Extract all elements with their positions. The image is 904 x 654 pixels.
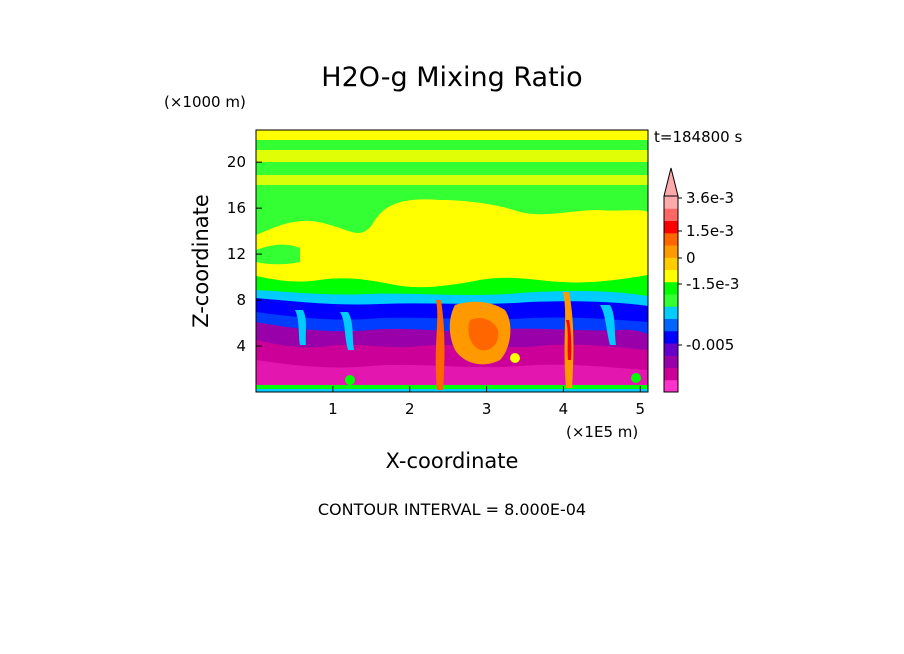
- colorbar-label: 3.6e-3: [686, 189, 734, 207]
- time-label: t=184800 s: [654, 128, 742, 146]
- colorbar-label: -1.5e-3: [686, 275, 739, 293]
- colorbar-swatch: [664, 196, 678, 209]
- plume-left: [435, 300, 445, 390]
- colorbar-swatch: [664, 355, 678, 368]
- colorbar-swatch: [664, 330, 678, 344]
- top-yellow-strip: [256, 130, 648, 140]
- cyan-wisp: [295, 310, 306, 345]
- y-tick-label: 20: [227, 153, 246, 171]
- surface-cyan-strip: [256, 389, 648, 392]
- yellow-cloud-layer: [256, 199, 648, 288]
- colorbar-swatch: [664, 257, 678, 270]
- surface-spot: [631, 373, 641, 383]
- plume-right-core: [566, 320, 572, 360]
- x-tick-label: 4: [559, 400, 569, 418]
- surface-spot: [345, 375, 355, 385]
- y-unit-label: (×1000 m): [164, 93, 246, 111]
- colorbar: 3.6e-3 1.5e-3 0 -1.5e-3 -0.005: [663, 167, 739, 393]
- y-tick-label: 4: [236, 337, 246, 355]
- colorbar-swatch: [664, 294, 678, 307]
- green-pocket: [256, 244, 300, 265]
- mid-yellow-strip: [256, 175, 648, 185]
- y-axis-label: Z-coordinate: [189, 194, 213, 328]
- y-tick-label: 12: [227, 245, 246, 263]
- contour-interval-note: CONTOUR INTERVAL = 8.000E-04: [318, 500, 586, 519]
- colorbar-swatch: [664, 220, 678, 234]
- x-axis-ticks: 1 2 3 4 5: [328, 386, 645, 418]
- y-axis-ticks: 4 8 12 16 20: [227, 153, 262, 355]
- colorbar-swatch: [664, 343, 678, 356]
- colorbar-label: -0.005: [686, 336, 734, 354]
- surface-spot: [510, 353, 520, 363]
- colorbar-swatch: [664, 306, 678, 319]
- x-tick-label: 3: [482, 400, 492, 418]
- colorbar-frame: [663, 195, 679, 393]
- plume-center-core: [468, 318, 499, 351]
- colorbar-swatch: [664, 245, 678, 258]
- colorbar-label: 1.5e-3: [686, 222, 734, 240]
- x-tick-label: 5: [636, 400, 646, 418]
- cyan-wisp: [340, 312, 354, 350]
- x-axis-label: X-coordinate: [386, 449, 519, 473]
- upper-yellow-strip: [256, 150, 648, 162]
- y-tick-label: 8: [236, 291, 246, 309]
- chart-title: H2O-g Mixing Ratio: [321, 62, 582, 93]
- colorbar-swatch: [664, 367, 678, 381]
- colorbar-arrow: [663, 167, 679, 197]
- pink-surface-layer: [256, 360, 648, 392]
- colorbar-swatch: [664, 232, 678, 246]
- colorbar-swatch: [664, 208, 678, 221]
- colorbar-swatch: [664, 318, 678, 332]
- colorbar-swatch: [664, 379, 678, 393]
- y-tick-label: 16: [227, 199, 246, 217]
- surface-green-strip: [256, 385, 648, 389]
- x-tick-label: 2: [405, 400, 415, 418]
- plot-frame: [255, 129, 649, 393]
- colorbar-label: 0: [686, 249, 696, 267]
- x-unit-label: (×1E5 m): [566, 423, 638, 441]
- heatmap-field: [256, 130, 648, 392]
- cyan-wisp: [600, 305, 616, 345]
- x-tick-label: 1: [328, 400, 338, 418]
- colorbar-swatch: [664, 281, 678, 295]
- colorbar-swatch: [664, 269, 678, 283]
